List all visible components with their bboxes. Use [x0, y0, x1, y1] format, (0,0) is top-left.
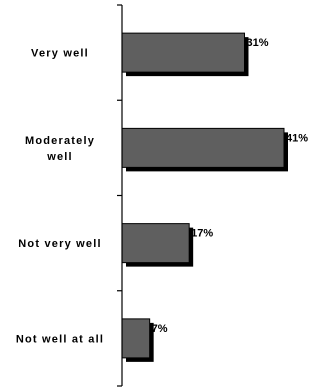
axis-layer [117, 4, 123, 387]
category-label: Not very well [18, 238, 101, 250]
bar [121, 32, 245, 73]
bar [121, 223, 190, 264]
data-label: 31% [246, 37, 268, 49]
bar [121, 318, 151, 359]
data-label: 17% [191, 228, 213, 240]
bars-layer [121, 32, 288, 362]
data-label: 7% [152, 323, 168, 335]
category-label: Not well at all [16, 333, 104, 345]
labels-layer: 31% Very well 41% Moderately well 17% Not very… [16, 37, 308, 345]
category-label: Moderately [25, 135, 95, 147]
bar [121, 127, 285, 168]
data-label: 41% [286, 132, 308, 144]
category-label: well [46, 151, 73, 163]
category-label: Very well [31, 48, 89, 60]
